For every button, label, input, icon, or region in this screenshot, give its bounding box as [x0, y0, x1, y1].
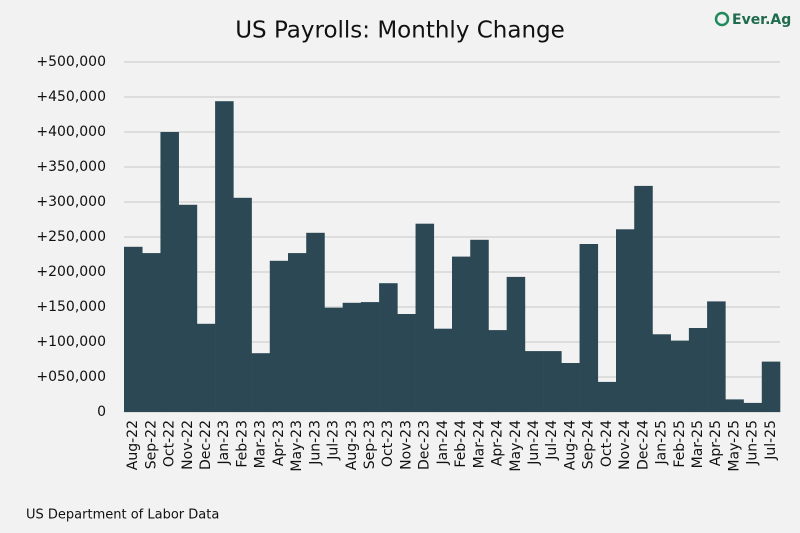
x-tick-label: Nov-22 — [180, 420, 196, 470]
y-tick-label: +150,000 — [36, 299, 106, 315]
logo-icon — [714, 11, 730, 27]
bar — [452, 256, 471, 412]
bar — [142, 253, 161, 412]
x-tick-label: Feb-23 — [234, 420, 250, 468]
bar — [233, 197, 252, 412]
bar — [670, 340, 690, 412]
x-tick-label: Apr-24 — [490, 420, 506, 466]
x-tick-label: Aug-24 — [562, 420, 578, 470]
x-tick-label: Jan-24 — [435, 420, 451, 466]
chart-title: US Payrolls: Monthly Change — [235, 18, 565, 44]
y-tick-label: +350,000 — [36, 159, 106, 175]
bar — [561, 363, 580, 412]
bar — [379, 283, 398, 412]
x-tick-label: Oct-24 — [599, 420, 615, 467]
bar — [597, 381, 617, 412]
x-tick-label: Jan-23 — [216, 420, 232, 465]
x-tick-label: Nov-24 — [617, 420, 633, 470]
bar — [306, 232, 325, 412]
y-tick-label: +100,000 — [36, 334, 106, 350]
bar — [543, 351, 562, 412]
bar — [251, 353, 271, 412]
x-tick-label: Jul-23 — [326, 420, 342, 461]
bar — [634, 185, 653, 412]
bar — [288, 253, 307, 412]
y-tick-label: +450,000 — [36, 89, 106, 105]
bar — [178, 204, 198, 412]
y-tick-label: 0 — [97, 404, 106, 420]
bar — [470, 239, 489, 412]
bar — [433, 328, 453, 412]
x-tick-label: Dec-22 — [198, 420, 214, 470]
bar — [342, 302, 362, 412]
x-tick-label: Dec-23 — [417, 420, 433, 470]
bar — [761, 361, 781, 412]
bar — [506, 276, 526, 412]
bar — [124, 246, 143, 412]
x-tick-label: Mar-23 — [253, 420, 269, 468]
y-tick-label: +500,000 — [36, 54, 106, 70]
bar — [215, 101, 234, 412]
bar — [269, 260, 289, 412]
bar — [160, 132, 179, 412]
x-tick-label: Jul-24 — [544, 420, 560, 461]
bar — [725, 399, 744, 412]
x-tick-label: May-23 — [289, 420, 305, 472]
y-tick-label: +200,000 — [36, 264, 106, 280]
bar — [196, 323, 216, 412]
bar — [743, 402, 763, 412]
bar — [688, 328, 708, 412]
bar — [707, 301, 726, 412]
x-tick-label: Jan-25 — [654, 420, 670, 465]
x-tick-label: Oct-23 — [380, 420, 396, 467]
x-tick-label: Jun-23 — [307, 420, 323, 466]
y-tick-label: +300,000 — [36, 194, 106, 210]
x-tick-label: Apr-25 — [708, 420, 724, 466]
bar — [397, 314, 416, 412]
x-tick-label: Oct-22 — [162, 420, 178, 467]
x-tick-label: Jun-25 — [745, 420, 761, 466]
x-tick-label: Dec-24 — [635, 420, 651, 470]
bar — [579, 244, 599, 412]
x-tick-label: Feb-25 — [672, 420, 688, 468]
y-tick-label: +250,000 — [36, 229, 106, 245]
source-note: US Department of Labor Data — [26, 508, 219, 523]
x-tick-label: Sep-24 — [581, 420, 597, 469]
bar — [616, 229, 635, 412]
bar — [324, 307, 343, 412]
y-tick-label: +400,000 — [36, 124, 106, 140]
x-tick-label: Sep-23 — [362, 420, 378, 469]
y-tick-label: +050,000 — [36, 369, 106, 385]
x-tick-label: Aug-23 — [344, 420, 360, 470]
x-tick-label: Mar-24 — [471, 420, 487, 468]
x-tick-label: Jun-24 — [526, 420, 542, 466]
x-tick-label: Sep-22 — [143, 420, 159, 469]
x-tick-label: May-24 — [508, 420, 524, 472]
x-tick-label: Feb-24 — [453, 420, 469, 468]
bar — [652, 334, 671, 412]
x-tick-label: Aug-22 — [125, 420, 141, 470]
bar — [488, 330, 507, 412]
bar — [524, 351, 544, 412]
x-tick-label: Nov-23 — [398, 420, 414, 470]
x-tick-label: May-25 — [726, 420, 742, 472]
bar — [360, 302, 380, 412]
x-tick-label: Jul-25 — [763, 420, 779, 461]
x-tick-label: Mar-25 — [690, 420, 706, 468]
logo: Ever.Ag — [732, 12, 791, 28]
x-tick-label: Apr-23 — [271, 420, 287, 466]
bar — [415, 223, 435, 412]
